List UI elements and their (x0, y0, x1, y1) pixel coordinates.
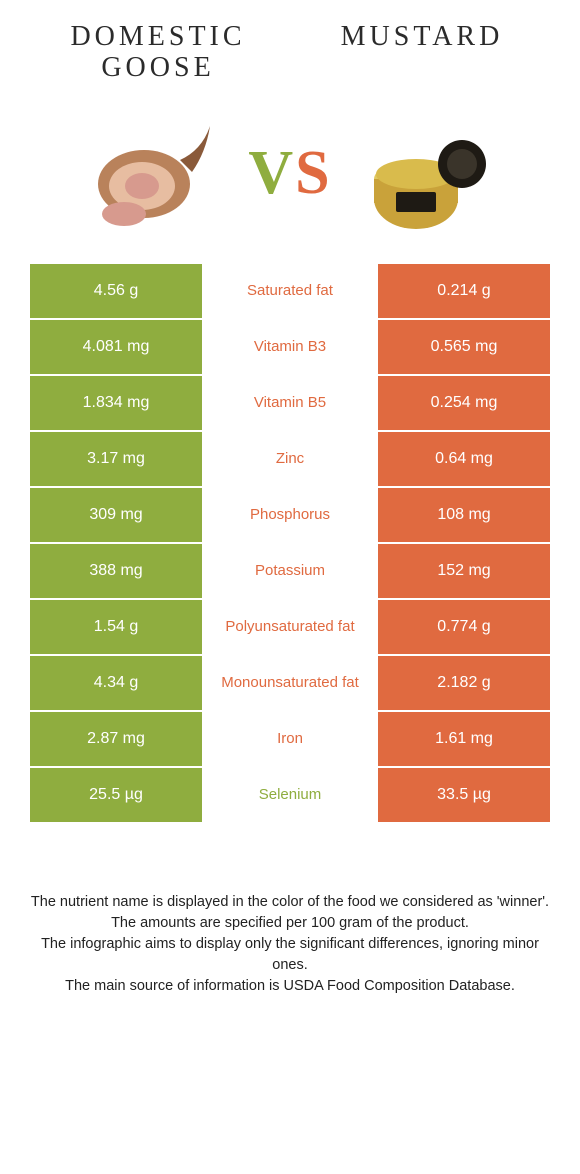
right-food-title: Mustard (314, 22, 530, 84)
note-line-2: The amounts are specified per 100 gram o… (30, 913, 550, 934)
right-value: 0.565 mg (376, 320, 550, 374)
footnotes: The nutrient name is displayed in the co… (0, 822, 580, 997)
table-row: 3.17 mgZinc0.64 mg (30, 432, 550, 486)
left-food-image (84, 104, 224, 244)
right-value: 152 mg (376, 544, 550, 598)
left-value: 4.56 g (30, 264, 204, 318)
nutrient-label: Potassium (204, 544, 376, 598)
table-row: 4.56 gSaturated fat0.214 g (30, 264, 550, 318)
mustard-jar-icon (356, 104, 496, 244)
table-row: 1.834 mgVitamin B50.254 mg (30, 376, 550, 430)
right-value: 1.61 mg (376, 712, 550, 766)
table-row: 1.54 gPolyunsaturated fat0.774 g (30, 600, 550, 654)
right-value: 0.64 mg (376, 432, 550, 486)
right-value: 2.182 g (376, 656, 550, 710)
nutrient-label: Zinc (204, 432, 376, 486)
left-value: 4.081 mg (30, 320, 204, 374)
vs-s: S (295, 139, 331, 207)
goose-icon (84, 104, 224, 244)
left-value: 1.834 mg (30, 376, 204, 430)
table-row: 309 mgPhosphorus108 mg (30, 488, 550, 542)
note-line-3: The infographic aims to display only the… (30, 934, 550, 976)
right-value: 0.254 mg (376, 376, 550, 430)
infographic-root: Domestic goose Mustard VS (0, 0, 580, 997)
nutrient-label: Monounsaturated fat (204, 656, 376, 710)
vs-v: V (248, 139, 295, 207)
left-value: 4.34 g (30, 656, 204, 710)
nutrient-label: Vitamin B3 (204, 320, 376, 374)
note-line-1: The nutrient name is displayed in the co… (30, 892, 550, 913)
note-line-4: The main source of information is USDA F… (30, 976, 550, 997)
table-row: 4.081 mgVitamin B30.565 mg (30, 320, 550, 374)
vs-row: VS (0, 94, 580, 264)
table-row: 4.34 gMonounsaturated fat2.182 g (30, 656, 550, 710)
left-food-title: Domestic goose (50, 22, 266, 84)
nutrient-label: Polyunsaturated fat (204, 600, 376, 654)
nutrient-label: Saturated fat (204, 264, 376, 318)
right-value: 0.214 g (376, 264, 550, 318)
left-value: 309 mg (30, 488, 204, 542)
vs-mark: VS (248, 138, 331, 209)
left-value: 2.87 mg (30, 712, 204, 766)
left-value: 3.17 mg (30, 432, 204, 486)
table-row: 388 mgPotassium152 mg (30, 544, 550, 598)
right-food-image (356, 104, 496, 244)
left-value: 1.54 g (30, 600, 204, 654)
right-value: 33.5 µg (376, 768, 550, 822)
nutrient-label: Selenium (204, 768, 376, 822)
table-row: 2.87 mgIron1.61 mg (30, 712, 550, 766)
nutrient-label: Iron (204, 712, 376, 766)
left-value: 25.5 µg (30, 768, 204, 822)
right-value: 108 mg (376, 488, 550, 542)
titles-row: Domestic goose Mustard (0, 0, 580, 94)
table-row: 25.5 µgSelenium33.5 µg (30, 768, 550, 822)
right-value: 0.774 g (376, 600, 550, 654)
left-value: 388 mg (30, 544, 204, 598)
nutrient-label: Vitamin B5 (204, 376, 376, 430)
comparison-table: 4.56 gSaturated fat0.214 g4.081 mgVitami… (30, 264, 550, 822)
nutrient-label: Phosphorus (204, 488, 376, 542)
